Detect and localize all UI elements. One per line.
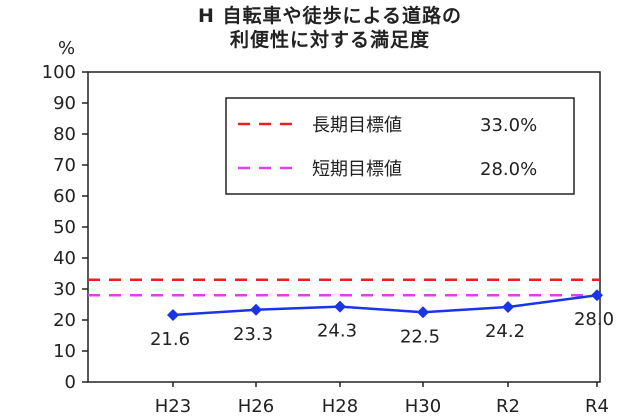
data-label: 28.0 bbox=[574, 309, 614, 330]
y-tick-label: 60 bbox=[53, 186, 76, 207]
data-point-marker bbox=[334, 300, 346, 313]
x-tick-label: R4 bbox=[585, 396, 609, 417]
legend-box bbox=[225, 97, 575, 195]
legend-value: 28.0% bbox=[480, 159, 537, 180]
series-line bbox=[172, 293, 598, 317]
data-point-marker bbox=[591, 289, 603, 302]
x-tick-label: R2 bbox=[496, 396, 520, 417]
y-tick-label: 70 bbox=[53, 155, 76, 176]
data-label: 24.3 bbox=[317, 321, 357, 342]
data-label: 21.6 bbox=[150, 329, 190, 350]
chart-title: H 自転車や徒歩による道路の 利便性に対する満足度 bbox=[110, 4, 550, 52]
data-label: 23.3 bbox=[233, 324, 273, 345]
data-point-marker bbox=[250, 303, 262, 316]
y-tick-label: 0 bbox=[65, 372, 76, 393]
data-point-marker bbox=[502, 300, 514, 313]
data-label: 24.2 bbox=[485, 321, 525, 342]
x-tick-label: H28 bbox=[322, 396, 358, 417]
y-tick-label: 40 bbox=[53, 248, 76, 269]
y-tick-label: 80 bbox=[53, 124, 76, 145]
y-tick-label: 30 bbox=[53, 279, 76, 300]
y-tick-label: 90 bbox=[53, 93, 76, 114]
y-axis-unit-label: % bbox=[58, 38, 76, 59]
y-tick-label: 100 bbox=[42, 62, 76, 83]
y-tick-label: 20 bbox=[53, 310, 76, 331]
y-tick-label: 10 bbox=[53, 341, 76, 362]
legend-label: 長期目標値 bbox=[312, 115, 402, 136]
x-tick-label: H23 bbox=[155, 396, 191, 417]
x-tick-label: H26 bbox=[238, 396, 274, 417]
data-point-marker bbox=[167, 309, 179, 322]
chart-title-line-1: H 自転車や徒歩による道路の bbox=[198, 5, 462, 27]
y-tick-label: 50 bbox=[53, 217, 76, 238]
chart-title-line-2: 利便性に対する満足度 bbox=[229, 29, 430, 51]
x-tick-label: H30 bbox=[405, 396, 441, 417]
data-point-marker bbox=[417, 306, 429, 319]
legend-value: 33.0% bbox=[480, 115, 537, 136]
legend-label: 短期目標値 bbox=[312, 159, 402, 180]
data-label: 22.5 bbox=[400, 326, 440, 347]
